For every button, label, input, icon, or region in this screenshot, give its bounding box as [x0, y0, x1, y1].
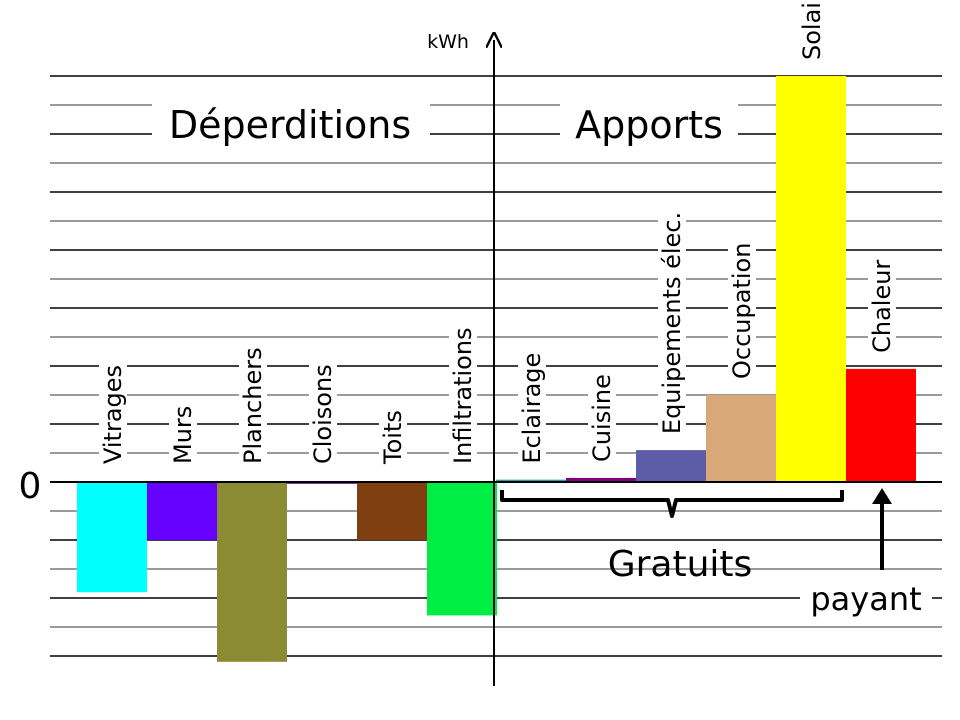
category-label-bg — [868, 256, 896, 356]
free-gains-brace — [500, 490, 844, 518]
category-label: Cuisine — [588, 374, 616, 462]
bars — [77, 76, 916, 662]
paid-label: payant — [810, 580, 921, 618]
section-label-right: Apports — [575, 103, 723, 147]
bar — [147, 482, 217, 540]
category-label-bg — [379, 407, 407, 468]
category-label-bg — [169, 402, 197, 467]
free-gains-label: Gratuits — [608, 544, 753, 585]
category-label: Planchers — [239, 347, 267, 464]
bar — [706, 395, 776, 482]
y-axis-label: kWh — [427, 31, 469, 53]
category-label: Cloisons — [309, 364, 337, 464]
section-label-left-bg — [152, 100, 430, 150]
category-label-bg — [798, 0, 826, 63]
bar — [776, 76, 846, 482]
category-label: Occupation — [728, 243, 756, 379]
paid-label-bg — [800, 578, 932, 618]
category-label-bg — [518, 349, 546, 467]
bar — [427, 482, 497, 616]
bar — [357, 482, 427, 540]
category-label-bg — [239, 344, 267, 467]
category-label: Solaires — [798, 0, 826, 60]
paid-arrowhead — [872, 488, 892, 504]
category-label: Infiltrations — [449, 327, 477, 464]
bar — [217, 482, 287, 662]
bar — [566, 477, 636, 482]
zero-label: 0 — [19, 466, 42, 507]
bar — [77, 482, 147, 593]
category-label-bg — [658, 208, 686, 438]
category-label: Vitrages — [99, 365, 127, 464]
category-label-bg — [728, 239, 756, 382]
category-labels: Vitrages Murs Planchers Cloisons Toits Infilt… — [99, 0, 896, 468]
section-label-left: Déperditions — [169, 103, 411, 147]
category-label: Murs — [169, 406, 197, 464]
category-label: Equipements élec. — [658, 212, 686, 434]
section-label-right-bg — [560, 100, 738, 150]
category-label: Toits — [379, 410, 407, 465]
category-label-bg — [449, 324, 477, 467]
bar — [496, 479, 566, 482]
category-label-bg — [588, 371, 616, 465]
category-label: Eclairage — [518, 353, 546, 464]
category-label-bg — [99, 361, 127, 467]
bar — [846, 368, 916, 482]
category-label-bg — [309, 361, 337, 467]
category-label: Chaleur — [868, 260, 896, 353]
bar — [636, 450, 706, 482]
